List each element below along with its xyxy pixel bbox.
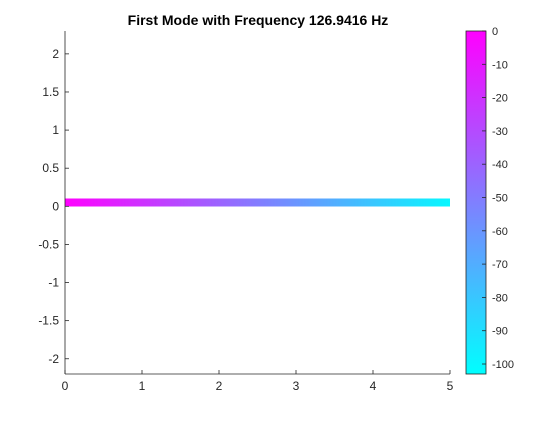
y-tick-label: -0.5	[38, 237, 59, 251]
y-tick-label: -1.5	[38, 314, 59, 328]
colorbar-tick-label: -90	[492, 326, 508, 338]
y-tick-label: 0.5	[42, 161, 59, 175]
x-tick-label: 4	[370, 379, 377, 393]
x-tick-label: 0	[62, 379, 69, 393]
x-tick-label: 5	[447, 379, 454, 393]
x-tick-label: 1	[139, 379, 146, 393]
colorbar	[465, 30, 487, 375]
colorbar-tick-label: -10	[492, 59, 508, 71]
y-tick-label: -1	[48, 276, 59, 290]
y-tick-label: 1.5	[42, 85, 59, 99]
x-tick-label: 2	[216, 379, 223, 393]
colorbar-tick-label: -40	[492, 159, 508, 171]
colorbar-tick-label: -60	[492, 226, 508, 238]
y-tick-label: 2	[52, 47, 59, 61]
colorbar-tick-label: -50	[492, 193, 508, 205]
chart-title: First Mode with Frequency 126.9416 Hz	[128, 12, 389, 28]
colorbar-tick-label: -70	[492, 259, 508, 271]
colorbar-tick-label: -30	[492, 126, 508, 138]
y-tick-label: -2	[48, 352, 59, 366]
colorbar-ticks: 0 -10 -20 -30 -40 -50 -60 -70 -80 -90 -100	[482, 26, 514, 371]
axes: 0 1 2 3 4 5 2 1.5 1 0.5 0 -0.5 -1 -1.5 -2	[38, 31, 454, 393]
colorbar-tick-label: -80	[492, 292, 508, 304]
colorbar-tick-label: 0	[492, 26, 498, 38]
y-tick-label: 1	[52, 123, 59, 137]
colorbar-tick-label: -100	[492, 359, 514, 371]
colorbar-tick-label: -20	[492, 93, 508, 105]
y-tick-label: 0	[52, 199, 59, 213]
x-tick-label: 3	[293, 379, 300, 393]
